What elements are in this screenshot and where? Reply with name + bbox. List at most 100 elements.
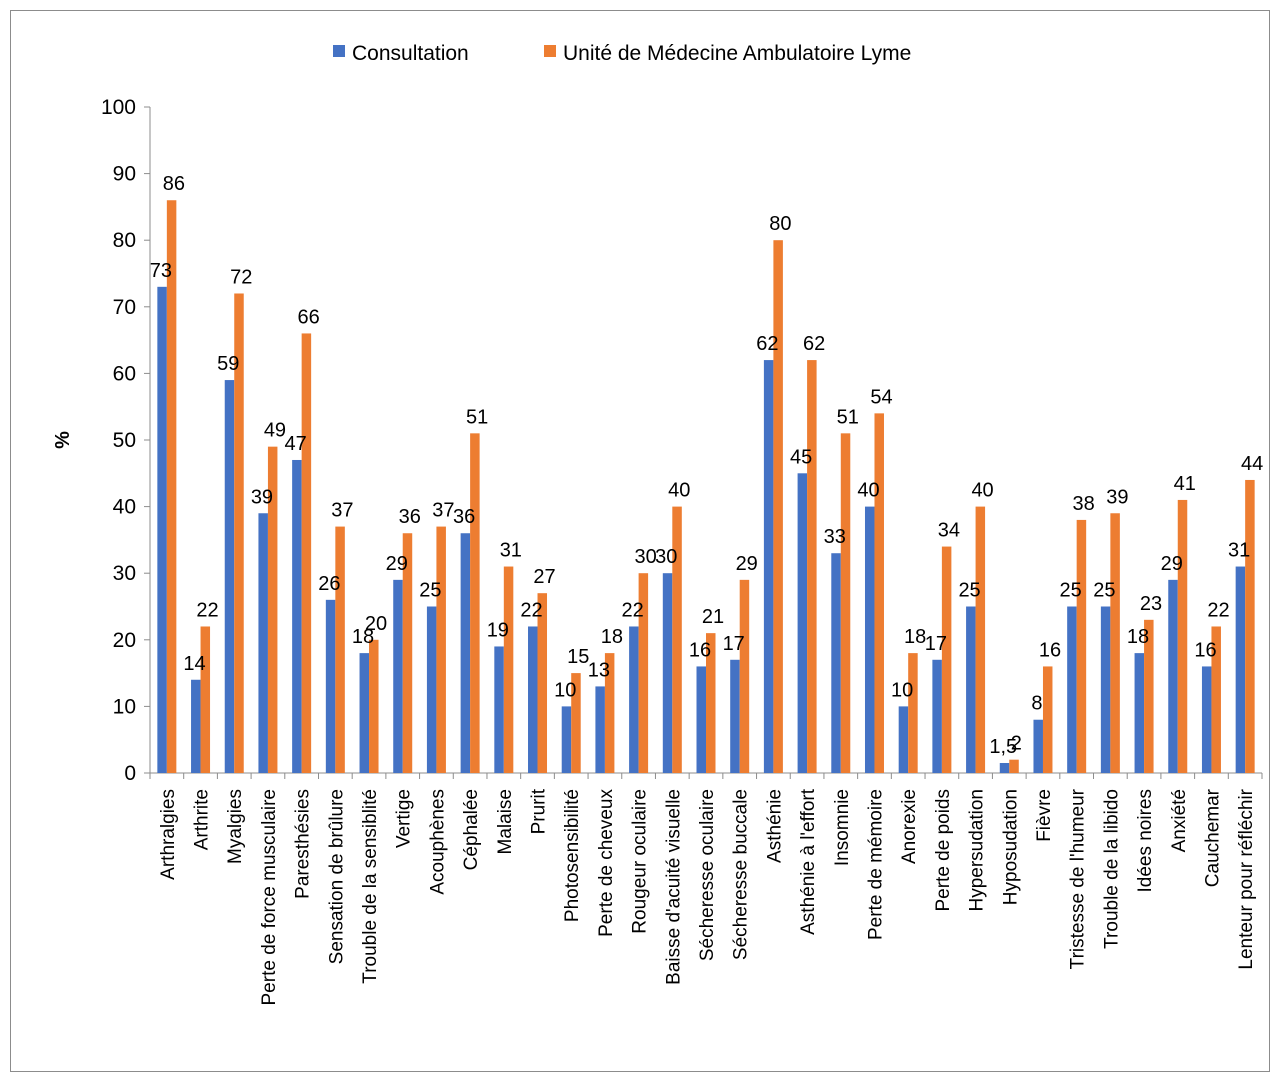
data-label-uma-lyme: 49 [264,420,286,442]
data-label-consultation: 18 [352,626,374,648]
data-label-consultation: 22 [621,599,643,621]
x-category-label: Hypersudation [967,789,988,912]
legend-label-consultation: Consultation [352,42,469,65]
bar-uma-lyme [908,653,918,773]
bar-consultation [258,513,268,773]
bar-consultation [460,533,471,773]
bar-consultation [191,679,201,773]
x-category-label: Tristesse de l'humeur [1068,788,1089,969]
data-label-uma-lyme: 37 [331,500,353,522]
bar-consultation [325,599,336,773]
data-label-consultation: 19 [487,619,509,641]
data-label-uma-lyme: 40 [668,480,690,502]
data-label-consultation: 8 [1031,693,1042,715]
x-category-label: Céphalée [461,789,482,870]
x-category-label: Cauchemar [1202,788,1223,887]
bar-uma-lyme [1177,499,1188,773]
bar-uma-lyme [604,653,615,773]
bar-uma-lyme [1110,513,1120,773]
data-label-uma-lyme: 41 [1174,473,1196,495]
x-category-label: Perte de poids [933,789,954,912]
bar-uma-lyme [369,639,379,773]
data-label-uma-lyme: 29 [736,553,758,575]
x-category-label: Trouble de la sensiblité [360,789,381,984]
data-label-consultation: 13 [588,659,610,681]
data-label-consultation: 73 [150,260,172,282]
bar-uma-lyme [301,333,312,773]
data-label-uma-lyme: 39 [1106,486,1128,508]
y-tick-label: 30 [113,562,136,585]
y-tick-label: 60 [113,362,136,385]
bar-uma-lyme [335,526,345,773]
x-category-label: Paresthésies [293,789,314,899]
data-label-uma-lyme: 54 [870,386,892,408]
x-category-label: Hyposudation [1000,789,1021,905]
bar-uma-lyme [874,413,884,773]
x-category-label: Photosensibilité [562,789,583,922]
data-label-consultation: 31 [1228,540,1250,562]
bar-consultation [730,659,740,773]
y-tick-label: 0 [124,762,136,785]
bar-consultation [528,626,538,773]
data-label-uma-lyme: 23 [1140,593,1162,615]
bar-uma-lyme [941,546,952,773]
bar-consultation [999,763,1010,773]
chart-frame [10,10,1270,1072]
bar-uma-lyme [1076,519,1087,773]
bar-uma-lyme [436,526,446,773]
bar-uma-lyme [672,506,682,773]
bar-uma-lyme [503,566,514,773]
data-label-uma-lyme: 44 [1241,453,1263,475]
data-label-uma-lyme: 27 [533,566,555,588]
data-label-consultation: 18 [1127,626,1149,648]
bar-uma-lyme [537,593,548,773]
y-tick-label: 80 [113,229,136,252]
x-category-label: Acouphènes [427,789,448,895]
y-tick-label: 90 [113,163,136,186]
bar-consultation [1033,719,1043,773]
bar-consultation [292,459,302,773]
data-label-uma-lyme: 34 [938,520,960,542]
x-category-label: Perte de mémoire [865,789,886,940]
data-label-consultation: 39 [251,486,273,508]
bar-consultation [696,666,706,773]
data-label-uma-lyme: 62 [803,333,825,355]
x-category-label: Asthénie à l'effort [798,788,819,935]
data-label-uma-lyme: 16 [1039,639,1061,661]
data-label-consultation: 1,5 [989,736,1017,758]
y-tick-label: 10 [113,695,136,718]
x-category-label: Sensation de brûlure [326,789,347,964]
legend-swatch-consultation [333,45,345,57]
data-label-consultation: 40 [857,480,879,502]
x-category-label: Malaise [495,789,516,854]
category-labels: Arthralgies Arthrite Myalgies Perte de forc… [158,788,1257,1005]
bar-uma-lyme [470,433,480,773]
bar-uma-lyme [1009,759,1019,773]
x-category-label: Arthralgies [158,789,179,880]
data-label-uma-lyme: 30 [634,546,656,568]
bar-uma-lyme [402,533,413,773]
y-tick-label: 20 [113,629,136,652]
data-label-consultation: 16 [689,639,711,661]
data-label-uma-lyme: 80 [769,213,791,235]
bar-uma-lyme [571,673,581,773]
bar-consultation [224,380,235,773]
data-label-consultation: 26 [318,573,340,595]
data-label-consultation: 25 [1093,580,1115,602]
bar-consultation [966,606,976,773]
data-label-consultation: 10 [891,679,913,701]
bar-consultation [561,706,572,773]
x-category-label: Anxiété [1169,789,1190,852]
x-category-label: Sécheresse buccale [731,789,752,960]
data-label-uma-lyme: 15 [567,646,589,668]
data-label-consultation: 25 [419,580,441,602]
bar-uma-lyme [1245,479,1255,773]
data-label-uma-lyme: 86 [163,173,185,195]
bar-uma-lyme [807,360,817,773]
x-category-label: Perte de force musculaire [259,789,280,1006]
bar-consultation [494,646,504,773]
bar-uma-lyme [1042,666,1053,773]
data-label-consultation: 47 [285,433,307,455]
data-label-uma-lyme: 2 [1011,733,1022,755]
